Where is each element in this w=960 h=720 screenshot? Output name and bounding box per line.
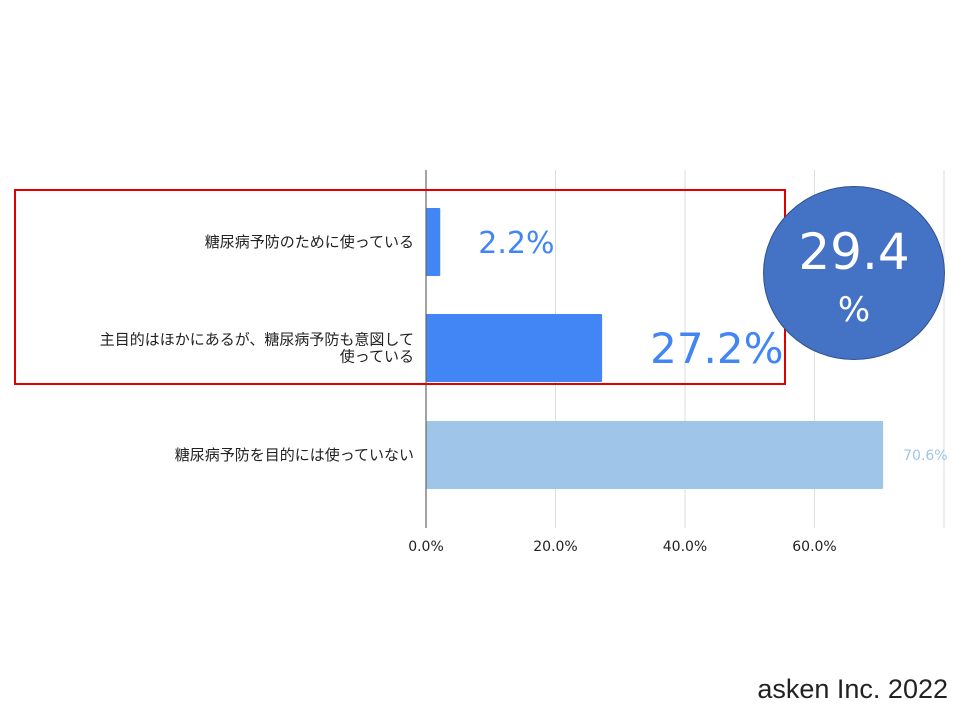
- bars: [426, 208, 884, 489]
- category-label: 糖尿病予防を目的には使っていない: [175, 446, 414, 464]
- value-label: 2.2%: [478, 226, 554, 261]
- value-label: 70.6%: [903, 448, 947, 464]
- tick-label: 40.0%: [663, 539, 707, 555]
- tick-labels: 0.0% 20.0% 40.0% 60.0%: [408, 539, 837, 555]
- category-labels: 糖尿病予防のために使っている主目的はほかにあるが、糖尿病予防も意図して使っている…: [100, 233, 414, 464]
- bar: [426, 208, 441, 276]
- total-callout-unit: %: [837, 290, 871, 330]
- category-label: 使っている: [340, 348, 414, 366]
- bar: [426, 421, 884, 489]
- highlight-box: [14, 189, 786, 385]
- value-label: 27.2%: [650, 324, 783, 373]
- tick-label: 60.0%: [792, 539, 836, 555]
- total-callout-value: 29.4: [798, 223, 910, 281]
- total-callout-circle: 29.4 %: [763, 186, 945, 360]
- copyright-text: asken Inc. 2022: [757, 674, 948, 704]
- tick-label: 0.0%: [408, 539, 444, 555]
- value-labels: 2.2% 27.2% 70.6%: [478, 226, 947, 464]
- category-label: 主目的はほかにあるが、糖尿病予防も意図して: [100, 331, 414, 349]
- tick-label: 20.0%: [533, 539, 577, 555]
- bar: [426, 314, 603, 382]
- category-label: 糖尿病予防のために使っている: [205, 233, 414, 251]
